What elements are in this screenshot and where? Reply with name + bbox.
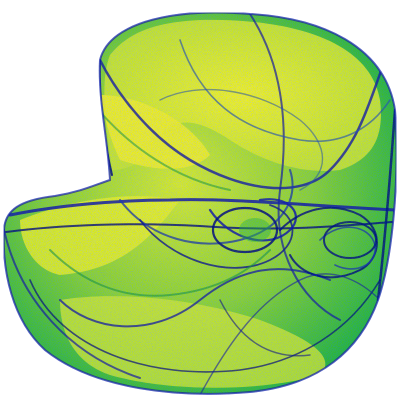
attractor-body bbox=[2, 11, 398, 395]
